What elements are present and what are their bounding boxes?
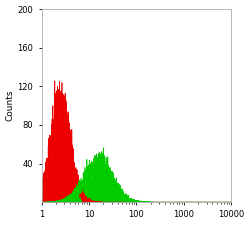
Y-axis label: Counts: Counts (6, 90, 15, 121)
